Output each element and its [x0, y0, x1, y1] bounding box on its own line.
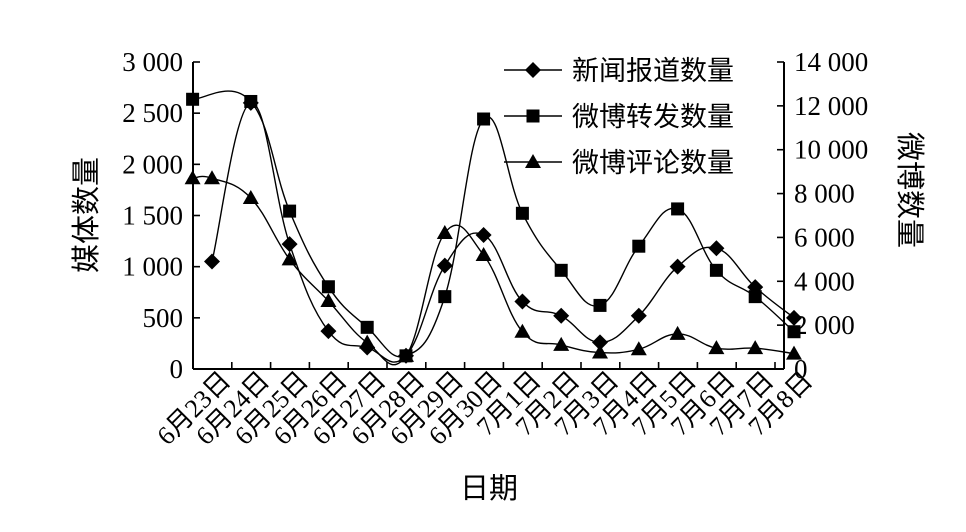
data-point-square: [360, 320, 374, 334]
x-ticks: 6月23日6月24日6月25日6月26日6月27日6月28日6月29日6月30日…: [151, 362, 818, 451]
legend-label: 微博评论数量: [572, 148, 734, 179]
data-point-square: [244, 94, 258, 108]
legend-marker-diamond: [525, 62, 541, 78]
data-point-triangle: [630, 341, 647, 356]
data-point-triangle: [786, 345, 802, 360]
left-y-tick-label: 3 000: [122, 47, 183, 77]
data-point-square: [477, 112, 491, 126]
data-point-triangle: [398, 347, 414, 362]
series-layer: [184, 90, 802, 366]
data-point-diamond: [708, 240, 725, 257]
data-point-diamond: [553, 307, 570, 324]
data-point-square: [671, 202, 685, 216]
data-point-diamond: [475, 226, 492, 243]
data-point-triangle: [553, 336, 570, 351]
right-y-tick-label: 2 000: [794, 310, 855, 340]
data-point-triangle: [184, 170, 201, 185]
data-point-square: [515, 206, 529, 220]
data-point-triangle: [359, 334, 376, 349]
right-y-tick-label: 0: [794, 354, 808, 384]
data-point-square: [283, 204, 297, 218]
data-point-triangle: [747, 340, 764, 355]
legend-label: 微博转发数量: [572, 102, 734, 133]
left-y-tick-label: 2 000: [122, 149, 183, 179]
legend-label: 新闻报道数量: [572, 56, 734, 87]
data-point-diamond: [320, 323, 337, 340]
data-point-square: [787, 325, 801, 339]
data-point-triangle: [475, 246, 492, 261]
right-y-tick-label: 8 000: [794, 179, 855, 209]
left-y-tick-label: 0: [170, 354, 184, 384]
left-y-tick-label: 1 000: [122, 252, 183, 282]
data-point-square: [593, 298, 607, 312]
data-point-diamond: [669, 258, 686, 275]
data-point-triangle: [436, 225, 453, 240]
data-point-diamond: [281, 236, 298, 253]
data-point-triangle: [708, 340, 725, 355]
series-line: [192, 175, 795, 366]
data-point-triangle: [204, 170, 220, 185]
data-point-diamond: [204, 253, 220, 270]
right-y-tick-label: 14 000: [794, 47, 868, 77]
legend-marker-square: [526, 109, 540, 123]
y-axis-title-right: 微博数量: [893, 132, 927, 248]
data-point-diamond: [630, 307, 647, 324]
legend-item: 新闻报道数量: [504, 56, 734, 87]
data-point-square: [554, 263, 568, 277]
x-axis-title: 日期: [460, 471, 518, 505]
right-y-ticks: 0 2 000 4 000 6 000 8 000 10 000 12 000 14 000: [777, 47, 868, 384]
data-point-diamond: [786, 309, 802, 326]
left-y-tick-label: 2 500: [122, 98, 183, 128]
data-point-square: [748, 290, 762, 304]
data-point-diamond: [514, 293, 531, 310]
data-point-triangle: [592, 344, 608, 359]
data-point-square: [186, 92, 200, 106]
right-y-tick-label: 6 000: [794, 222, 855, 252]
y-axis-title-left: 媒体数量: [69, 157, 103, 273]
left-y-ticks: 0 500 1 000 1 500 2 000 2 500 3 000: [122, 47, 200, 384]
series-3: [184, 170, 802, 366]
data-point-triangle: [281, 251, 298, 266]
data-point-square: [438, 290, 452, 304]
data-point-triangle: [669, 325, 686, 340]
left-y-tick-label: 500: [143, 303, 184, 333]
data-point-triangle: [514, 323, 531, 338]
data-point-square: [632, 239, 646, 253]
data-point-diamond: [592, 334, 608, 351]
legend-item: 微博评论数量: [504, 148, 734, 179]
data-point-square: [321, 280, 335, 294]
right-y-tick-label: 12 000: [794, 91, 868, 121]
data-point-diamond: [436, 257, 453, 274]
left-y-tick-label: 1 500: [122, 201, 183, 231]
data-point-square: [709, 263, 723, 277]
data-point-triangle: [320, 293, 337, 308]
series-2: [186, 90, 801, 363]
series-1: [204, 94, 802, 364]
data-point-triangle: [242, 189, 259, 204]
legend-marker-triangle: [525, 154, 541, 168]
legend-item: 微博转发数量: [504, 102, 734, 133]
right-y-tick-label: 10 000: [794, 135, 868, 165]
right-y-tick-label: 4 000: [794, 266, 855, 296]
